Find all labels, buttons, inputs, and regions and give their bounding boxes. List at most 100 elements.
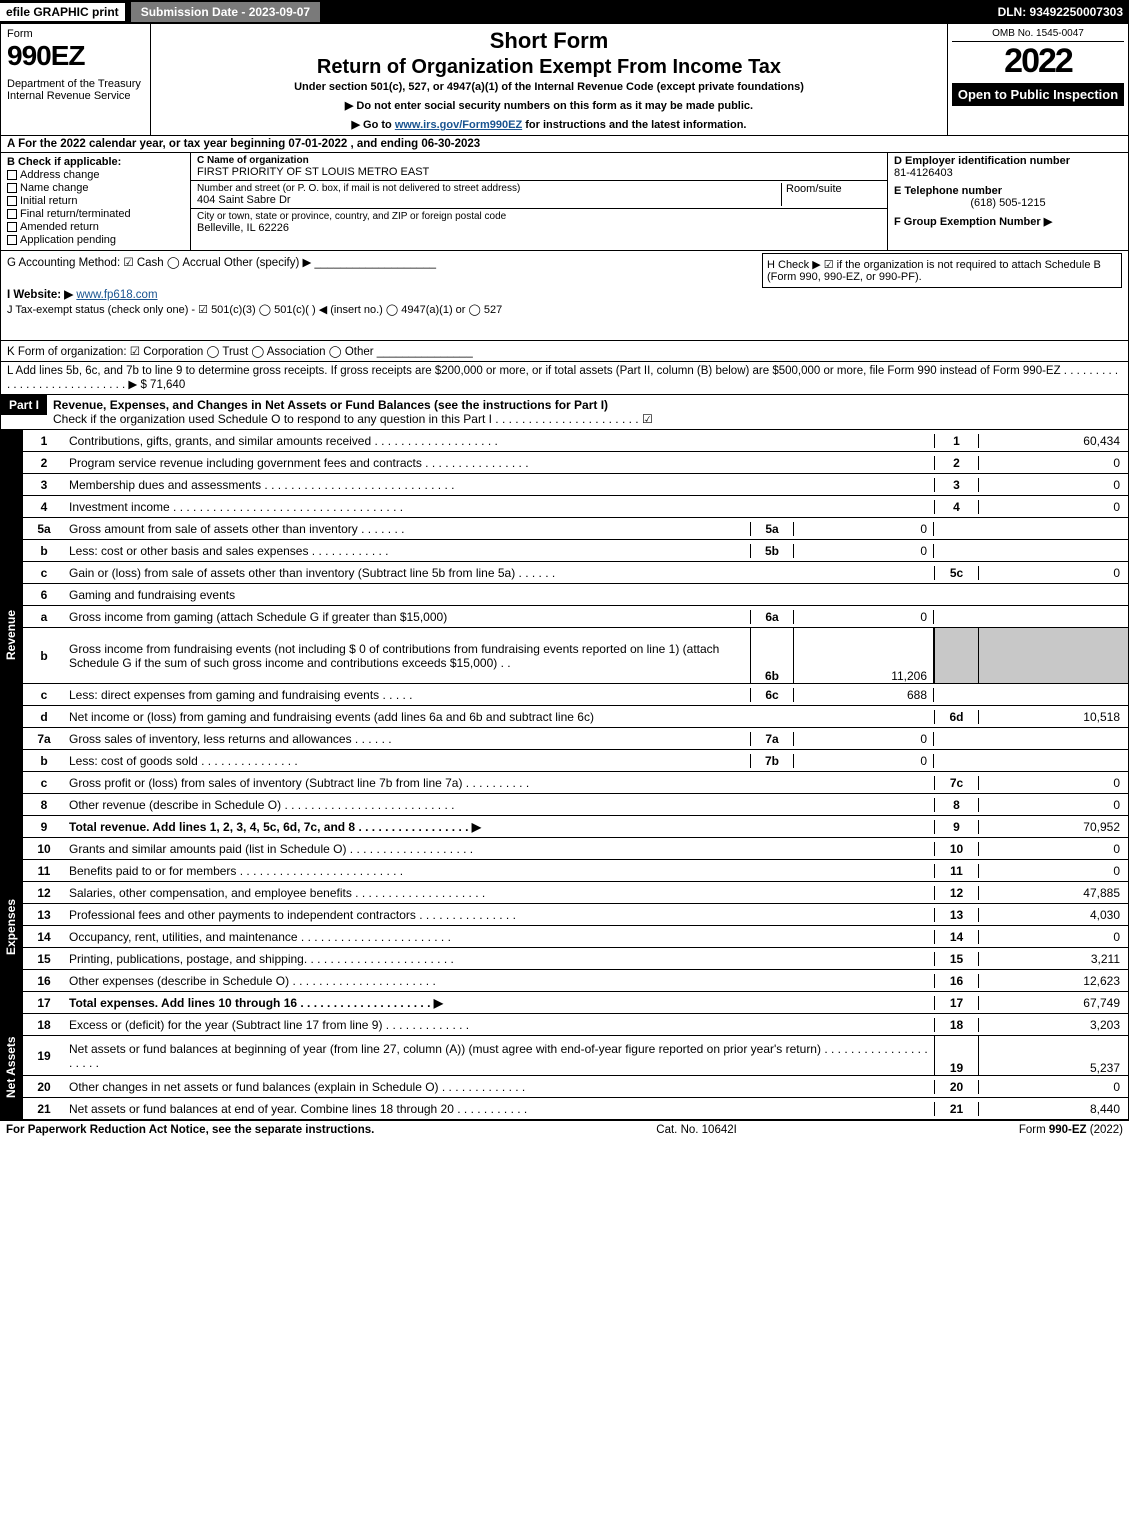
ln4-num: 4: [23, 498, 65, 516]
section-b: B Check if applicable: Address change Na…: [1, 153, 191, 250]
ln18-val: 3,203: [978, 1018, 1128, 1032]
ln14-val: 0: [978, 930, 1128, 944]
ln15-val: 3,211: [978, 952, 1128, 966]
ln1-desc: Contributions, gifts, grants, and simila…: [65, 432, 934, 450]
ln8-num: 8: [23, 796, 65, 814]
ln5c-num: c: [23, 564, 65, 582]
cb-application-pending[interactable]: Application pending: [7, 234, 184, 246]
ln1-ref: 1: [934, 434, 978, 448]
ln6b-valshade: [978, 628, 1128, 683]
expenses-side-label: Expenses: [0, 838, 22, 1014]
ln7a-desc: Gross sales of inventory, less returns a…: [65, 730, 750, 748]
ein-label: D Employer identification number: [894, 155, 1070, 167]
ln9-num: 9: [23, 818, 65, 836]
ln14-desc: Occupancy, rent, utilities, and maintena…: [65, 928, 934, 946]
b-title: B Check if applicable:: [7, 156, 121, 168]
ln6a-num: a: [23, 608, 65, 626]
ln3-desc: Membership dues and assessments . . . . …: [65, 476, 934, 494]
ln17-ref: 17: [934, 996, 978, 1010]
ln6-num: 6: [23, 586, 65, 604]
ln16-val: 12,623: [978, 974, 1128, 988]
ln21-desc: Net assets or fund balances at end of ye…: [65, 1100, 934, 1118]
expenses-lines: 10Grants and similar amounts paid (list …: [22, 838, 1129, 1014]
ln6a-midval: 0: [794, 610, 934, 624]
ln6d-ref: 6d: [934, 710, 978, 724]
cb-name-change[interactable]: Name change: [7, 182, 184, 194]
cb-amended-return[interactable]: Amended return: [7, 221, 184, 233]
ln16-num: 16: [23, 972, 65, 990]
revenue-block: Revenue 1Contributions, gifts, grants, a…: [0, 430, 1129, 838]
website-link[interactable]: www.fp618.com: [76, 289, 157, 301]
footer-mid: Cat. No. 10642I: [656, 1124, 737, 1136]
ln4-val: 0: [978, 500, 1128, 514]
dept-label: Department of the Treasury Internal Reve…: [7, 78, 144, 102]
ln5c-val: 0: [978, 566, 1128, 580]
return-title: Return of Organization Exempt From Incom…: [155, 56, 943, 79]
ln6c-mid: 6c: [750, 688, 794, 702]
ln5b-midval: 0: [794, 544, 934, 558]
section-a-text: A For the 2022 calendar year, or tax yea…: [7, 138, 480, 150]
ln21-val: 8,440: [978, 1102, 1128, 1116]
ln6d-num: d: [23, 708, 65, 726]
goto-note: ▶ Go to www.irs.gov/Form990EZ for instru…: [155, 118, 943, 131]
ln16-ref: 16: [934, 974, 978, 988]
ln7a-midval: 0: [794, 732, 934, 746]
form-header: Form 990EZ Department of the Treasury In…: [0, 24, 1129, 136]
header-right: OMB No. 1545-0047 2022 Open to Public In…: [948, 24, 1128, 135]
page-footer: For Paperwork Reduction Act Notice, see …: [0, 1120, 1129, 1139]
part1-header: Part I Revenue, Expenses, and Changes in…: [0, 395, 1129, 430]
ln7b-desc: Less: cost of goods sold . . . . . . . .…: [65, 752, 750, 770]
ln12-ref: 12: [934, 886, 978, 900]
top-bar: efile GRAPHIC print Submission Date - 20…: [0, 0, 1129, 24]
ln7b-num: b: [23, 752, 65, 770]
ln6d-val: 10,518: [978, 710, 1128, 724]
ln13-desc: Professional fees and other payments to …: [65, 906, 934, 924]
ln7c-ref: 7c: [934, 776, 978, 790]
ln7b-mid: 7b: [750, 754, 794, 768]
ln21-num: 21: [23, 1100, 65, 1118]
ln17-desc: Total expenses. Add lines 10 through 16 …: [65, 994, 934, 1012]
section-i: I Website: ▶ www.fp618.com: [7, 287, 1122, 301]
part1-title: Revenue, Expenses, and Changes in Net As…: [53, 398, 608, 412]
ln15-num: 15: [23, 950, 65, 968]
goto-pre: ▶ Go to: [352, 119, 395, 131]
phone-block: E Telephone number (618) 505-1215: [894, 185, 1122, 209]
section-j: J Tax-exempt status (check only one) - ☑…: [7, 303, 1122, 316]
ln19-ref: 19: [934, 1036, 978, 1075]
ln13-ref: 13: [934, 908, 978, 922]
cb-address-change[interactable]: Address change: [7, 169, 184, 181]
header-center: Short Form Return of Organization Exempt…: [151, 24, 948, 135]
section-a: A For the 2022 calendar year, or tax yea…: [0, 136, 1129, 153]
block-bcdef: B Check if applicable: Address change Na…: [0, 153, 1129, 251]
dln-label: DLN: 93492250007303: [998, 5, 1129, 19]
ln3-ref: 3: [934, 478, 978, 492]
form-number: 990EZ: [7, 40, 144, 72]
ln4-ref: 4: [934, 500, 978, 514]
ln5a-num: 5a: [23, 520, 65, 538]
open-public: Open to Public Inspection: [952, 83, 1124, 106]
ein-block: D Employer identification number 81-4126…: [894, 155, 1122, 179]
addr-block: Number and street (or P. O. box, if mail…: [191, 181, 887, 209]
cb-initial-return[interactable]: Initial return: [7, 195, 184, 207]
ln13-num: 13: [23, 906, 65, 924]
submission-date: Submission Date - 2023-09-07: [129, 0, 322, 24]
city-block: City or town, state or province, country…: [191, 209, 887, 236]
ln10-num: 10: [23, 840, 65, 858]
section-k: K Form of organization: ☑ Corporation ◯ …: [0, 341, 1129, 362]
ln9-val: 70,952: [978, 820, 1128, 834]
footer-left: For Paperwork Reduction Act Notice, see …: [6, 1124, 374, 1136]
ln12-desc: Salaries, other compensation, and employ…: [65, 884, 934, 902]
efile-label[interactable]: efile GRAPHIC print: [0, 3, 125, 21]
ln15-desc: Printing, publications, postage, and shi…: [65, 950, 934, 968]
expenses-block: Expenses 10Grants and similar amounts pa…: [0, 838, 1129, 1014]
ln5b-desc: Less: cost or other basis and sales expe…: [65, 542, 750, 560]
ln11-ref: 11: [934, 864, 978, 878]
ln14-ref: 14: [934, 930, 978, 944]
ln6c-desc: Less: direct expenses from gaming and fu…: [65, 686, 750, 704]
cb-final-return[interactable]: Final return/terminated: [7, 208, 184, 220]
ln7c-val: 0: [978, 776, 1128, 790]
ln6b-mid: 6b: [750, 628, 794, 683]
section-l: L Add lines 5b, 6c, and 7b to line 9 to …: [0, 362, 1129, 395]
irs-link[interactable]: www.irs.gov/Form990EZ: [395, 119, 522, 131]
ln18-desc: Excess or (deficit) for the year (Subtra…: [65, 1016, 934, 1034]
